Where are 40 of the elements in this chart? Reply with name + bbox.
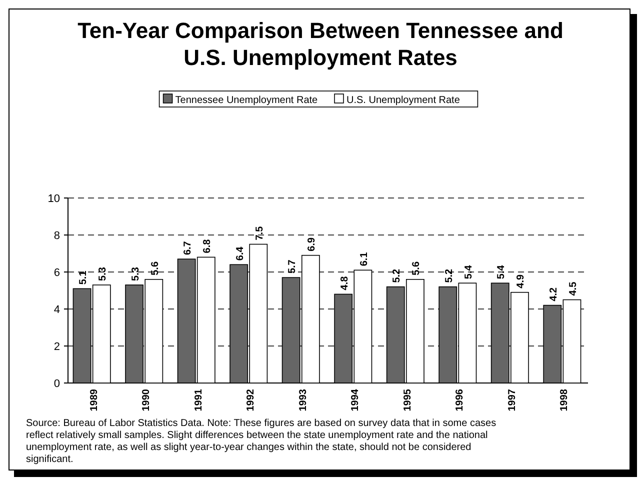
- x-tick-label: 1992: [246, 388, 257, 412]
- y-tick-label: 8: [54, 230, 60, 242]
- x-tick-label: 1994: [350, 388, 362, 412]
- y-tick-label: 6: [54, 267, 60, 279]
- data-label: 4.9: [516, 274, 527, 288]
- x-tick-label: 1996: [454, 388, 466, 412]
- chart-title: Ten-Year Comparison Between Tennessee and U.S. Unemployment Rates: [78, 18, 564, 70]
- data-label: 5.1: [78, 270, 90, 285]
- data-label: 5.6: [150, 261, 161, 276]
- data-label: 6.8: [202, 238, 214, 254]
- data-label: 7.5: [254, 226, 266, 240]
- data-label: 5.4: [463, 264, 474, 280]
- data-label: 4.8: [339, 276, 350, 290]
- data-label: 4.5: [568, 281, 579, 296]
- data-label: 4.2: [548, 286, 560, 302]
- x-tick-label: 1998: [559, 388, 570, 412]
- data-label: 5.3: [130, 266, 142, 281]
- data-label: 5.7: [287, 259, 298, 274]
- x-tick-label: 1991: [193, 388, 204, 412]
- y-tick-label: 10: [48, 193, 60, 205]
- legend-label: Tennessee Unemployment Rate: [175, 95, 318, 106]
- data-label: 5.2: [444, 268, 455, 283]
- data-label: 6.7: [182, 240, 194, 256]
- x-tick-label: 1989: [88, 388, 100, 412]
- data-label: 5.3: [98, 266, 109, 281]
- source-note: Source: Bureau of Labor Statistics Data. Note: These figures are based on survey data that in some cases reflect relatively small samples. Slight differences between the state unemployment rate and the national unemployment rate, as well as slight year-to-year changes within the state, should not be considered significant.: [26, 418, 496, 465]
- y-tick-label: 0: [54, 378, 60, 390]
- x-tick-label: 1997: [506, 388, 518, 412]
- y-tick-label: 4: [54, 304, 60, 316]
- data-label: 5.4: [496, 264, 508, 280]
- y-tick-label: 2: [54, 341, 60, 353]
- data-label: 5.6: [411, 261, 422, 276]
- data-label: 6.9: [306, 237, 318, 252]
- data-label: 6.1: [358, 252, 370, 266]
- legend-label: U.S. Unemployment Rate: [346, 95, 460, 106]
- x-tick-label: 1995: [402, 388, 414, 412]
- x-tick-label: 1990: [141, 388, 152, 412]
- x-tick-label: 1993: [298, 388, 309, 412]
- data-label: 6.4: [234, 246, 246, 261]
- data-label: 5.2: [392, 268, 403, 283]
